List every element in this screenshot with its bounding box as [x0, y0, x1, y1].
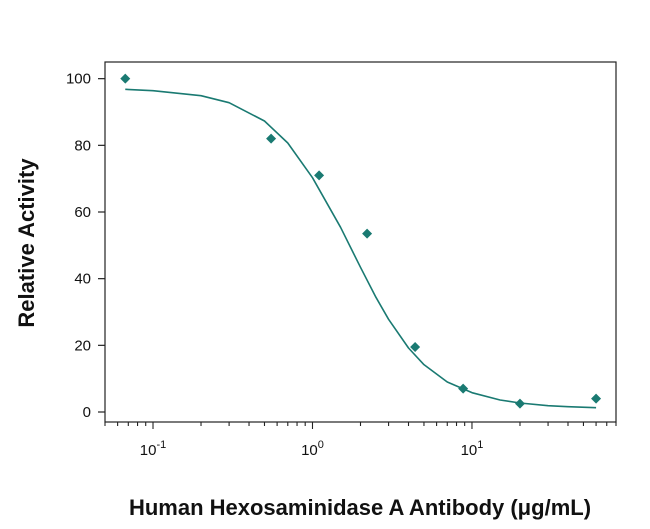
x-tick-label-1: 101: [461, 439, 484, 459]
y-tick-label-20: 20: [74, 337, 91, 354]
fit-curve: [125, 88, 597, 409]
x-tick-label-0: 100: [301, 439, 324, 459]
y-axis-title: Relative Activity: [14, 158, 39, 328]
x-axis-title: Human Hexosaminidase A Antibody (μg/mL): [129, 495, 591, 520]
y-tick-label-100: 100: [66, 71, 91, 88]
plot-frame: [104, 61, 617, 423]
y-tick-label-80: 80: [74, 137, 91, 154]
data-point-7: [591, 393, 602, 404]
data-point-3: [362, 228, 373, 239]
data-point-5: [458, 383, 469, 394]
data-point-4: [410, 342, 421, 352]
axes: 0 20 40 60 80 100 10-1 100 101: [66, 61, 617, 459]
data-point-1: [266, 133, 277, 144]
x-tick-label--1: 10-1: [140, 439, 166, 459]
data-point-0: [120, 73, 131, 84]
data-point-2: [314, 170, 325, 181]
y-tick-label-40: 40: [74, 271, 91, 288]
y-tick-label-0: 0: [83, 404, 91, 421]
plot-area: [120, 73, 602, 409]
y-tick-label-60: 60: [74, 204, 91, 221]
data-point-6: [514, 398, 525, 409]
